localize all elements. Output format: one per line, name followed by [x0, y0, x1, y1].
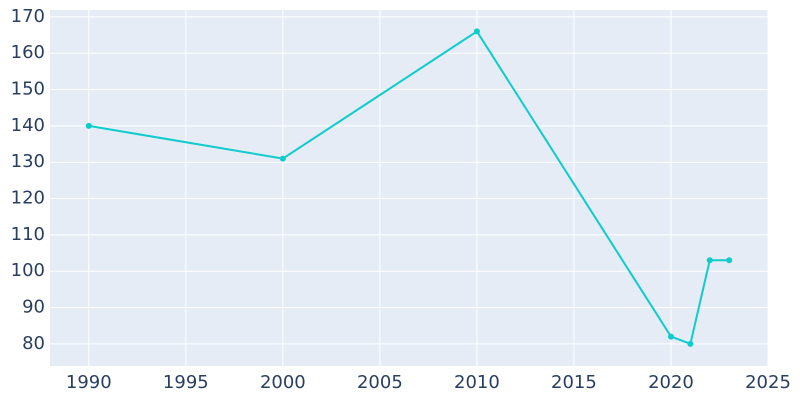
- plot-background: [50, 10, 768, 366]
- point: [726, 257, 733, 264]
- y-tick-label: 170: [11, 6, 45, 27]
- y-tick-label: 90: [22, 297, 45, 318]
- y-tick-label: 80: [22, 333, 45, 354]
- y-tick-label: 140: [11, 115, 45, 136]
- x-tick-label: 2020: [648, 372, 694, 393]
- y-tick-label: 130: [11, 151, 45, 172]
- y-tick-label: 150: [11, 79, 45, 100]
- x-tick-label: 1990: [66, 372, 112, 393]
- y-tick-label: 110: [11, 224, 45, 245]
- point: [667, 333, 674, 340]
- x-tick-label: 2015: [551, 372, 597, 393]
- y-tick-label: 120: [11, 188, 45, 209]
- x-tick-label: 2000: [260, 372, 306, 393]
- y-tick-label: 100: [11, 260, 45, 281]
- point: [687, 340, 694, 347]
- point: [279, 155, 286, 162]
- x-tick-label: 1995: [163, 372, 209, 393]
- x-tick-label: 2010: [454, 372, 500, 393]
- x-tick-label: 2025: [745, 372, 791, 393]
- x-tick-label: 2005: [357, 372, 403, 393]
- point: [706, 257, 713, 264]
- point: [473, 28, 480, 35]
- point: [85, 122, 92, 129]
- y-tick-label: 160: [11, 42, 45, 63]
